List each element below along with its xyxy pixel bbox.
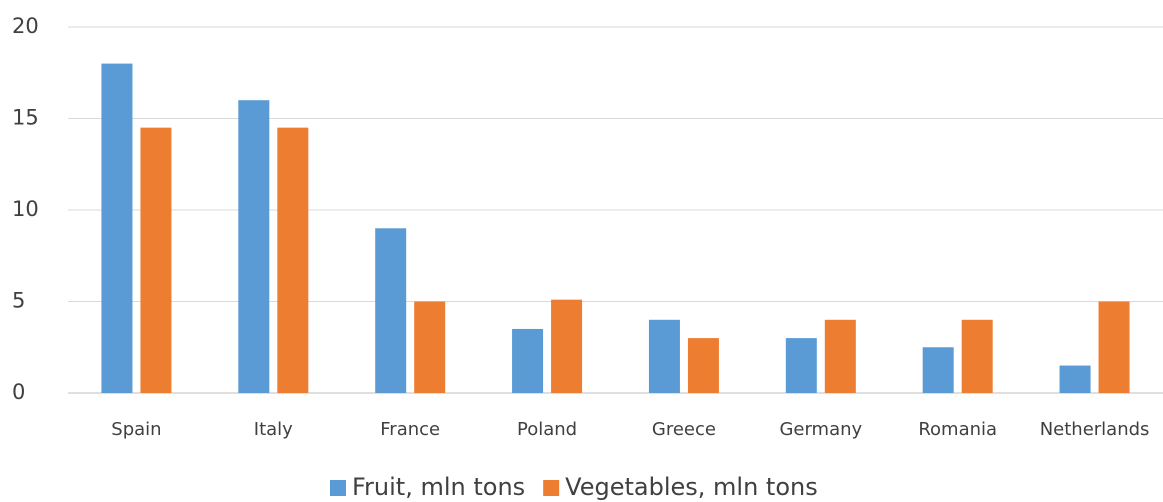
x-tick-label: Poland bbox=[517, 419, 577, 440]
x-tick-label: Romania bbox=[918, 419, 997, 440]
x-tick-label: Germany bbox=[779, 419, 862, 440]
bar bbox=[238, 100, 270, 393]
y-tick-label: 15 bbox=[12, 106, 39, 130]
x-tick-label: Netherlands bbox=[1040, 419, 1150, 440]
legend-label: Fruit, mln tons bbox=[352, 473, 525, 501]
bar bbox=[785, 338, 817, 393]
x-tick-label: Italy bbox=[254, 419, 293, 440]
legend-swatch bbox=[330, 480, 346, 496]
bar bbox=[1098, 301, 1130, 393]
x-tick-label: France bbox=[380, 419, 440, 440]
bar bbox=[922, 347, 954, 393]
bar bbox=[961, 319, 993, 393]
y-tick-label: 10 bbox=[12, 197, 39, 221]
bar bbox=[648, 319, 680, 393]
y-tick-label: 0 bbox=[12, 380, 25, 404]
bar bbox=[1059, 365, 1091, 393]
bar bbox=[277, 127, 309, 394]
x-tick-label: Spain bbox=[111, 419, 161, 440]
x-tick-label: Greece bbox=[652, 419, 716, 440]
bar bbox=[512, 328, 544, 393]
bar bbox=[824, 319, 856, 393]
y-tick-label: 20 bbox=[12, 14, 39, 38]
bar bbox=[414, 301, 446, 393]
bar bbox=[101, 63, 133, 393]
bar bbox=[551, 299, 583, 393]
y-tick-label: 5 bbox=[12, 289, 25, 313]
legend-swatch bbox=[543, 480, 560, 496]
bar bbox=[375, 228, 407, 393]
bar bbox=[687, 338, 719, 393]
legend-label: Vegetables, mln tons bbox=[565, 473, 818, 501]
bar bbox=[140, 127, 172, 394]
